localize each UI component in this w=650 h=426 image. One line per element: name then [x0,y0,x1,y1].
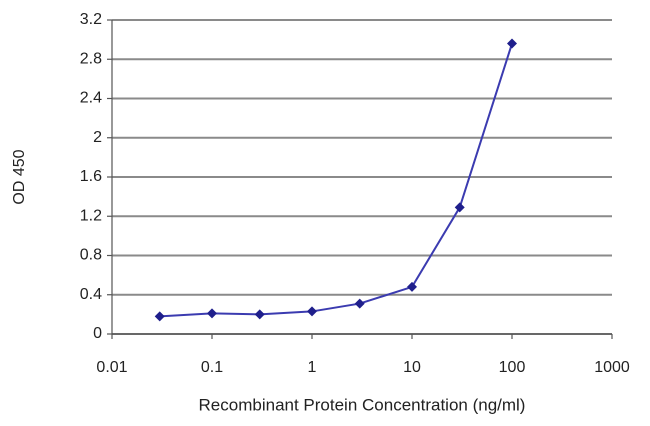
data-point [254,309,265,320]
y-tick-label: 3.2 [80,11,102,28]
x-tick-label: 0.01 [96,359,127,376]
data-point [454,202,465,213]
x-tick-label: 10 [403,359,421,376]
x-tick-label: 0.1 [201,359,223,376]
data-line [159,43,513,318]
x-axis-label: Recombinant Protein Concentration (ng/ml… [199,395,526,414]
x-tick-label: 1 [308,359,317,376]
data-point [354,298,365,309]
y-tick-label: 2 [93,129,102,146]
y-tick-label: 0 [93,325,102,342]
y-tick-label: 0.4 [80,286,102,303]
y-tick-label: 2.8 [80,50,102,67]
y-tick-label: 2.4 [80,90,102,107]
x-tick-label: 100 [499,359,526,376]
data-point [407,281,417,292]
y-axis-label: OD 450 [11,149,28,204]
y-tick-label: 0.8 [80,247,102,264]
y-tick-label: 1.2 [80,207,102,224]
data-point [507,38,517,49]
data-point [154,311,165,322]
x-tick-label: 1000 [594,359,630,376]
data-point [207,308,217,319]
data-point [307,306,317,317]
y-tick-label: 1.6 [80,168,102,185]
